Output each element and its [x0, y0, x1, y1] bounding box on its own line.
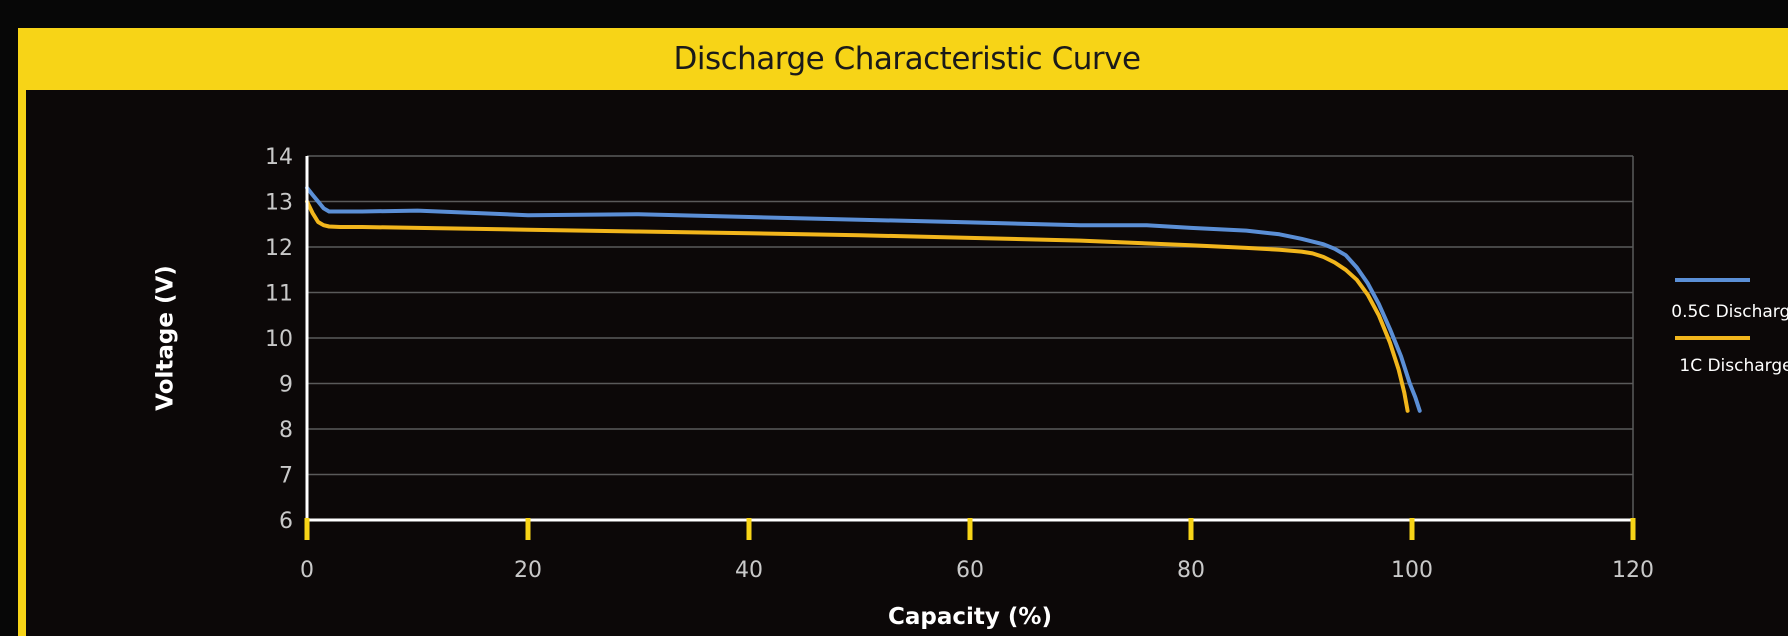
- series-line-0: [305, 185, 1422, 413]
- x-tick-label-80: 80: [1177, 558, 1205, 583]
- x-tick-label-100: 100: [1391, 558, 1433, 583]
- axes: [304, 156, 1636, 540]
- chart-title-bar: Discharge Characteristic Curve: [26, 28, 1788, 90]
- y-tick-label-12: 12: [265, 236, 293, 261]
- legend: 0.5C Discharge 1C Discharge: [1671, 278, 1788, 376]
- series-line-1: [305, 199, 1410, 413]
- legend-label-1: 1C Discharge: [1679, 356, 1788, 376]
- y-tick-label-11: 11: [265, 282, 293, 307]
- y-tick-label-13: 13: [265, 191, 293, 216]
- legend-label-0: 0.5C Discharge: [1671, 302, 1788, 322]
- y-tick-label-6: 6: [279, 509, 293, 534]
- y-tick-label-14: 14: [265, 145, 293, 170]
- series-lines: [305, 185, 1422, 413]
- x-tick-label-40: 40: [735, 558, 763, 583]
- y-axis-title: Voltage (V): [153, 265, 179, 411]
- y-tick-label-8: 8: [279, 418, 293, 443]
- y-tick-label-9: 9: [279, 373, 293, 398]
- x-tick-label-0: 0: [300, 558, 314, 583]
- x-tick-label-120: 120: [1612, 558, 1654, 583]
- x-axis-title: Capacity (%): [888, 604, 1052, 630]
- x-tick-label-60: 60: [956, 558, 984, 583]
- chart-title: Discharge Characteristic Curve: [673, 41, 1141, 77]
- y-tick-label-7: 7: [279, 464, 293, 489]
- tick-labels: 0 20 40 60 80 100 120 6 7 8 9 10 11 12 13 14: [265, 145, 1654, 583]
- chart-frame: Discharge Characteristic Curve: [18, 28, 1788, 636]
- x-tick-label-20: 20: [514, 558, 542, 583]
- gridlines: [307, 155, 1634, 520]
- y-tick-label-10: 10: [265, 327, 293, 352]
